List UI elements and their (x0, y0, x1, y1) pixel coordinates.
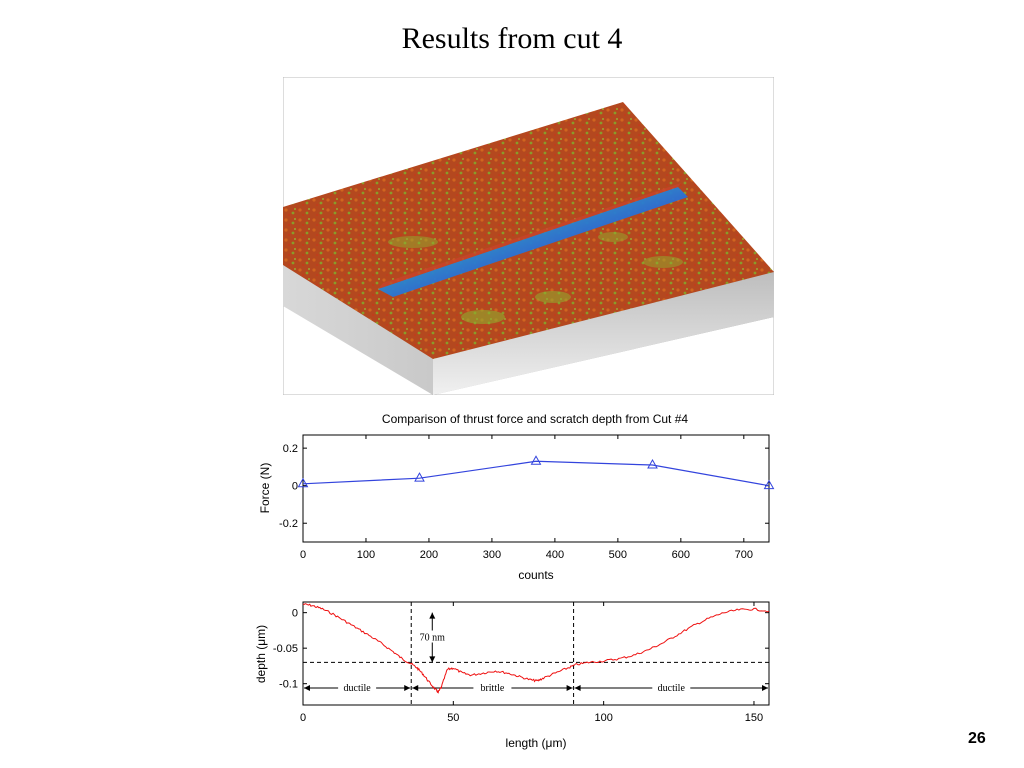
depth-x-tick-label: 50 (447, 712, 459, 724)
depth-plot-frame (302, 601, 770, 706)
depth-annotation-label: 70 nm (420, 633, 446, 644)
depth-annotation-head-top (429, 612, 436, 619)
force-point (297, 477, 309, 488)
force-chart-title: Comparison of thrust force and scratch d… (382, 412, 688, 426)
region-label-bg (338, 682, 377, 693)
force-x-tick-label: 700 (735, 549, 753, 561)
force-series (297, 455, 775, 490)
depth-x-ticks: 0 50 100 150 (300, 602, 763, 724)
force-x-tick-label: 100 (357, 549, 375, 561)
force-point (763, 479, 775, 490)
depth-x-tick-label: 150 (745, 712, 763, 724)
region-label-bg (473, 682, 512, 693)
force-x-tick-label: 0 (300, 549, 306, 561)
force-x-tick-label: 200 (420, 549, 438, 561)
region-arrow-head-left (304, 685, 310, 691)
force-x-tick-label: 600 (672, 549, 690, 561)
slide-title: Results from cut 4 (401, 22, 623, 55)
region-label: brittle (480, 683, 504, 694)
region-label-bg (652, 682, 691, 693)
region-arrow-head-right (762, 685, 768, 691)
force-line (302, 460, 770, 487)
depth-y-tick-label: 0 (292, 608, 298, 620)
force-plot-frame (302, 434, 770, 543)
depth-y-tick-label: -0.1 (279, 679, 298, 691)
region-arrow-head-left (412, 685, 419, 691)
depth-line (302, 603, 770, 695)
region-arrow-head-left (574, 685, 581, 691)
force-x-tick-label: 300 (483, 549, 501, 561)
page-number: 26 (968, 730, 986, 747)
region-arrow-head-right (566, 685, 573, 691)
force-y-tick-label: 0.2 (283, 443, 298, 455)
depth-y-label: depth (μm) (254, 625, 268, 683)
depth-y-tick-label: -0.05 (273, 643, 298, 655)
region-label: ductile (344, 683, 372, 694)
force-y-tick-label: -0.2 (279, 518, 298, 530)
force-depth-charts: Comparison of thrust force and scratch d… (254, 412, 775, 750)
depth-x-label: length (μm) (506, 736, 567, 750)
region-arrow-head-right (404, 685, 411, 691)
depth-annotation-bg (414, 630, 451, 643)
force-point (647, 459, 658, 469)
force-x-label: counts (518, 568, 553, 582)
depth-y-ticks: 0 -0.05 -0.1 (273, 608, 769, 691)
force-x-tick-label: 500 (609, 549, 627, 561)
depth-x-tick-label: 0 (300, 712, 306, 724)
force-y-label: Force (N) (258, 463, 272, 514)
depth-annotation-head-bottom (429, 656, 436, 663)
region-label: ductile (658, 683, 686, 694)
force-point (530, 455, 542, 465)
force-point (414, 472, 425, 482)
force-y-tick-label: 0 (292, 481, 298, 493)
surface-topography-image (283, 77, 774, 395)
depth-annotations: ductile brittle ductile 70 nm (303, 602, 769, 705)
depth-series (302, 603, 770, 695)
depth-x-tick-label: 100 (594, 712, 612, 724)
force-y-ticks: 0.2 0 -0.2 (279, 443, 769, 530)
force-x-tick-label: 400 (546, 549, 564, 561)
force-x-ticks: 0 100 200 300 400 500 600 700 (300, 435, 753, 561)
